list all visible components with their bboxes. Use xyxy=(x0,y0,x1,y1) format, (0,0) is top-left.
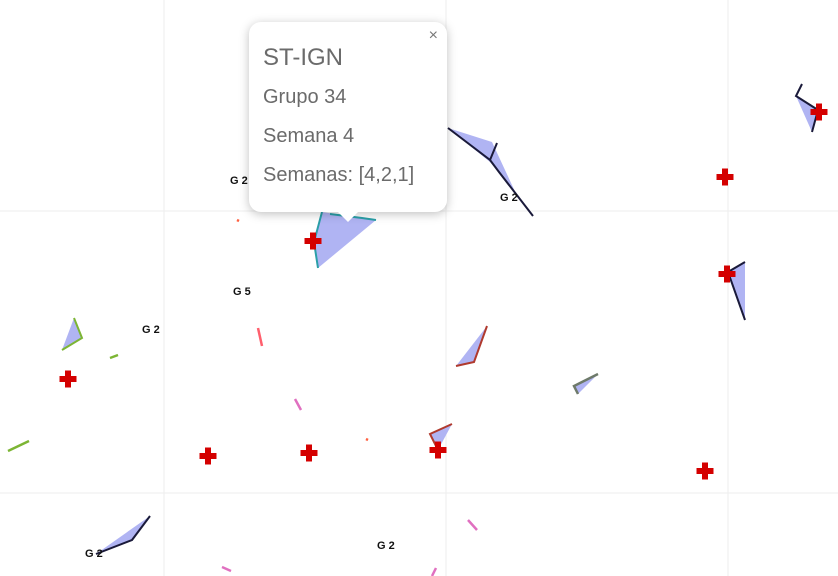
info-popup: × ST-IGN Grupo 34 Semana 4 Semanas: [4,2… xyxy=(249,22,447,222)
group-label: G 2 xyxy=(500,192,518,204)
area-polygon[interactable] xyxy=(455,325,488,367)
popup-week: Semana 4 xyxy=(263,125,355,147)
red-cross-marker-icon[interactable] xyxy=(718,265,736,283)
area-polygon[interactable] xyxy=(95,515,151,555)
red-cross-marker-icon[interactable] xyxy=(716,168,734,186)
popup-weeks: Semanas: [4,2,1] xyxy=(263,164,415,186)
red-cross-marker-icon[interactable] xyxy=(304,232,322,250)
area-polygon[interactable] xyxy=(61,317,84,351)
close-icon[interactable]: × xyxy=(425,25,442,47)
group-label: G 2 xyxy=(230,175,248,187)
red-cross-marker-icon[interactable] xyxy=(696,462,714,480)
area-polygon[interactable] xyxy=(572,372,599,395)
popup-title: ST-IGN xyxy=(263,44,344,71)
route-segments xyxy=(7,218,478,576)
red-cross-marker-icon[interactable] xyxy=(199,447,217,465)
red-cross-marker-icon[interactable] xyxy=(300,444,318,462)
area-polygon[interactable] xyxy=(447,127,534,217)
red-cross-marker-icon[interactable] xyxy=(59,370,77,388)
group-label: G 2 xyxy=(85,548,103,560)
area-polygon[interactable] xyxy=(794,83,820,133)
area-polygon[interactable] xyxy=(726,261,746,321)
group-label: G 5 xyxy=(233,286,251,298)
popup-group: Grupo 34 xyxy=(263,86,347,108)
red-cross-marker-icon[interactable] xyxy=(810,103,828,121)
popup-tip xyxy=(337,211,359,222)
group-label: G 2 xyxy=(142,324,160,336)
group-label: G 2 xyxy=(377,540,395,552)
red-cross-marker-icon[interactable] xyxy=(429,441,447,459)
